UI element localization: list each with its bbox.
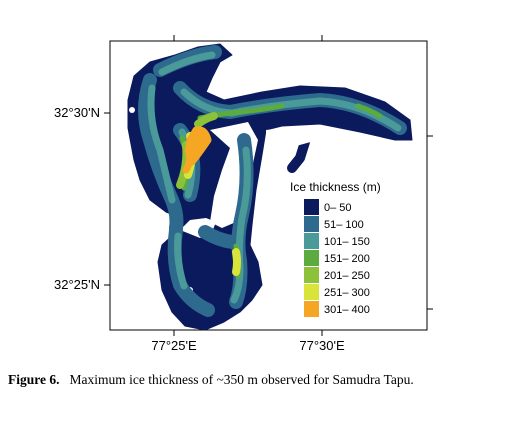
legend-title: Ice thickness (m): [290, 180, 381, 194]
thickness-zone-301-400: [182, 126, 212, 174]
legend-label: 301– 400: [324, 304, 370, 316]
legend-items: 0– 50 51– 100 101– 150 151– 200 201– 250 251–…: [304, 199, 370, 317]
glacier-thickness-layers: [127, 43, 413, 330]
legend-label: 51– 100: [324, 219, 364, 231]
legend-swatch: [304, 284, 319, 300]
lon-label-77-25: 77°25'E: [151, 338, 197, 353]
legend-label: 101– 150: [324, 236, 370, 248]
legend-label: 201– 250: [324, 270, 370, 282]
legend-swatch: [304, 216, 319, 232]
legend-swatch: [304, 301, 319, 317]
legend-label: 251– 300: [324, 287, 370, 299]
figure-label: Figure 6.: [8, 372, 60, 387]
lat-label-32-30: 32°30'N: [54, 105, 100, 120]
legend-swatch: [304, 250, 319, 266]
legend: Ice thickness (m) 0– 50 51– 100 101– 150 15…: [290, 180, 381, 317]
figure-caption: Figure 6. Maximum ice thickness of ~350 m…: [8, 371, 511, 389]
legend-label: 0– 50: [324, 202, 352, 214]
thickness-zone-0-50: [127, 43, 413, 330]
legend-swatch: [304, 233, 319, 249]
lon-label-77-30: 77°30'E: [299, 338, 345, 353]
lat-label-32-25: 32°25'N: [54, 277, 100, 292]
caption-text: Maximum ice thickness of ~350 m observed…: [69, 372, 414, 387]
legend-swatch: [304, 267, 319, 283]
legend-swatch: [304, 199, 319, 215]
legend-label: 151– 200: [324, 253, 370, 265]
axis-ticks: [104, 35, 433, 336]
